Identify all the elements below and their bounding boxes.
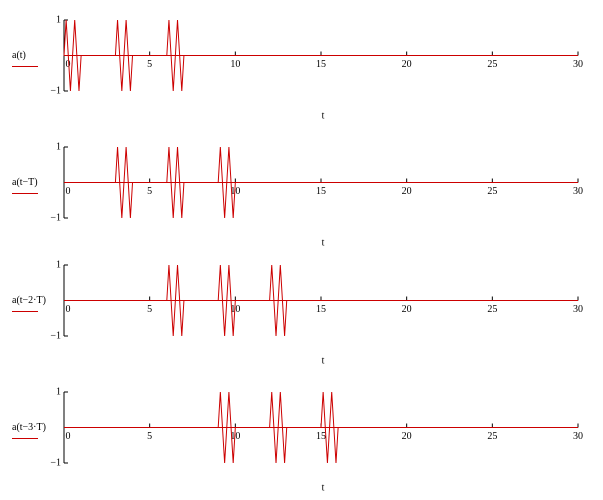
x-tick-label: 0 [66, 431, 71, 442]
x-tick-label: 15 [316, 186, 326, 197]
y-tick-label: 1 [56, 141, 61, 152]
x-axis-label: t [322, 237, 325, 248]
x-tick-label: 30 [573, 304, 583, 315]
y-tick-label: 1 [56, 386, 61, 397]
legend-label: a(t−3·T) [12, 422, 46, 433]
x-tick-label: 0 [66, 186, 71, 197]
line-series [64, 146, 578, 219]
y-tick-label: −1 [50, 330, 61, 341]
y-tick-label: −1 [50, 212, 61, 223]
line-series [64, 391, 578, 464]
legend-label: a(t) [12, 50, 26, 61]
x-tick-label: 25 [487, 431, 497, 442]
line-series [64, 264, 578, 337]
legend-label: a(t−T) [12, 177, 38, 188]
x-tick-label: 15 [316, 431, 326, 442]
x-axis-label: t [322, 355, 325, 366]
x-tick-label: 10 [230, 304, 240, 315]
x-tick-label: 10 [230, 186, 240, 197]
x-tick-label: 20 [402, 59, 412, 70]
y-tick-label: −1 [50, 85, 61, 96]
x-tick-label: 25 [487, 186, 497, 197]
x-tick-label: 25 [487, 59, 497, 70]
x-tick-label: 10 [230, 59, 240, 70]
y-tick-label: −1 [50, 457, 61, 468]
x-tick-label: 5 [147, 304, 152, 315]
x-tick-label: 15 [316, 59, 326, 70]
x-tick-label: 0 [66, 59, 71, 70]
y-tick-label: 1 [56, 259, 61, 270]
x-tick-label: 30 [573, 186, 583, 197]
x-axis-label: t [322, 482, 325, 493]
x-tick-label: 25 [487, 304, 497, 315]
line-series [63, 19, 578, 92]
x-axis-label: t [322, 110, 325, 121]
x-tick-label: 20 [402, 304, 412, 315]
x-tick-label: 5 [147, 59, 152, 70]
x-tick-label: 5 [147, 186, 152, 197]
x-tick-label: 0 [66, 304, 71, 315]
x-tick-label: 20 [402, 186, 412, 197]
x-tick-label: 15 [316, 304, 326, 315]
x-tick-label: 30 [573, 59, 583, 70]
x-tick-label: 20 [402, 431, 412, 442]
x-tick-label: 5 [147, 431, 152, 442]
x-tick-label: 10 [230, 431, 240, 442]
x-tick-label: 30 [573, 431, 583, 442]
legend-label: a(t−2·T) [12, 295, 46, 306]
y-tick-label: 1 [56, 14, 61, 25]
